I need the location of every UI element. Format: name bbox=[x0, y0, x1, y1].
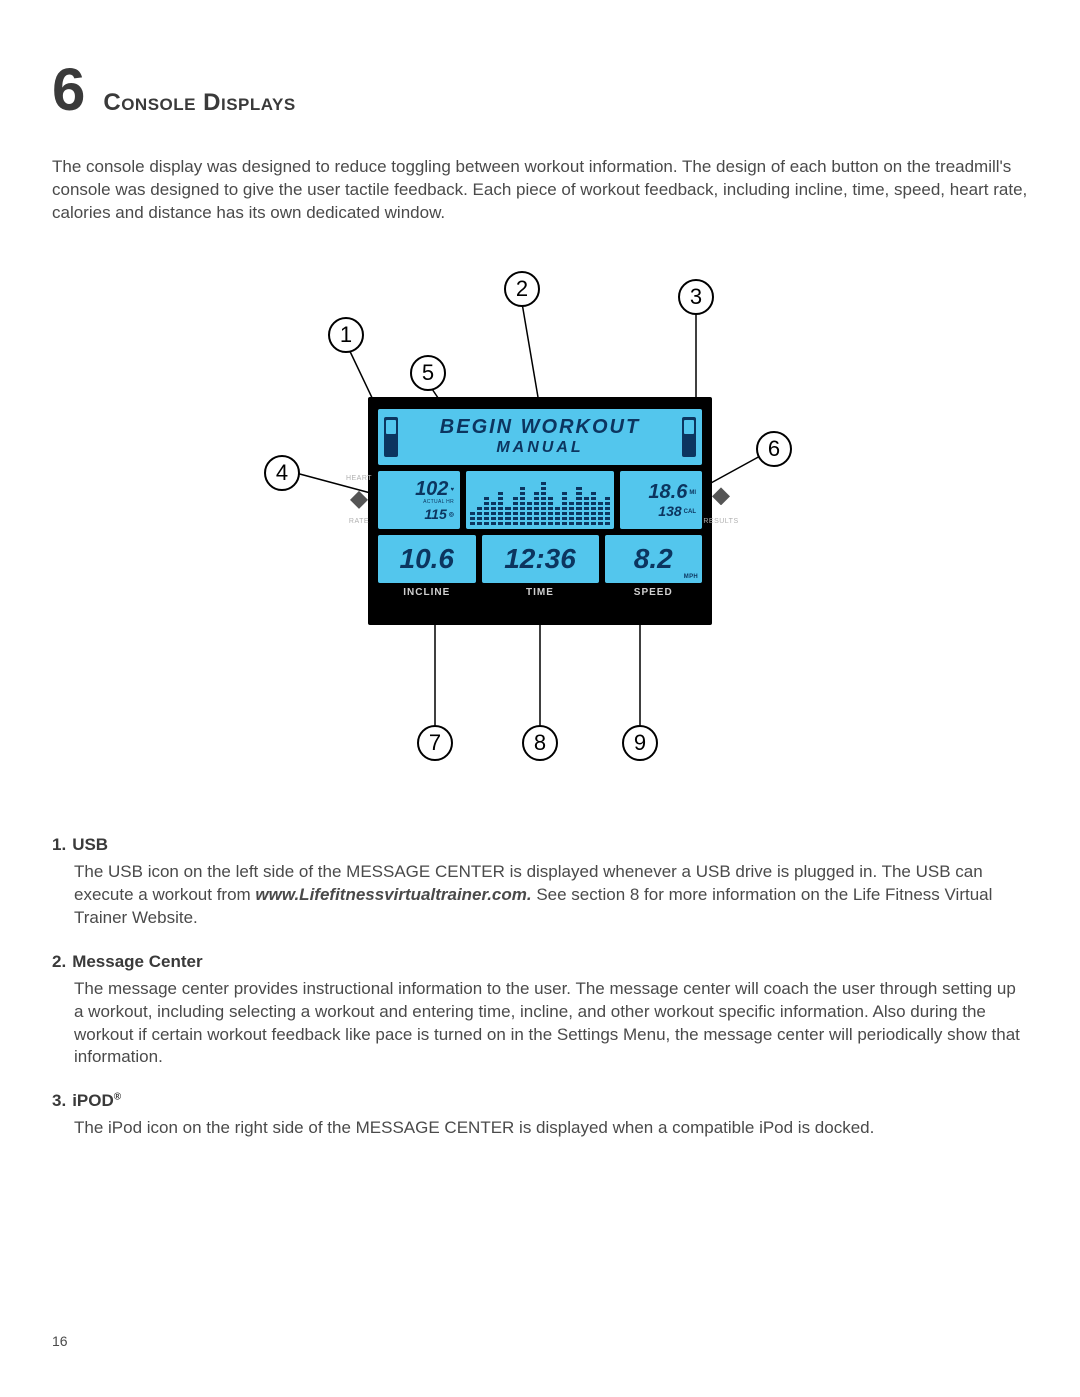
callout-3: 3 bbox=[678, 279, 714, 315]
callout-7: 7 bbox=[417, 725, 453, 761]
def-item-usb: 1. USB The USB icon on the left side of … bbox=[52, 835, 1028, 930]
def-body: The iPod icon on the right side of the M… bbox=[52, 1117, 1028, 1140]
intro-paragraph: The console display was designed to redu… bbox=[52, 156, 1028, 225]
heart-rate-side-label: HEART RATE bbox=[344, 471, 374, 529]
def-title: USB bbox=[72, 835, 108, 855]
time-window: 12:36 bbox=[482, 535, 599, 583]
callout-6: 6 bbox=[756, 431, 792, 467]
results-flag-icon bbox=[712, 487, 730, 505]
def-title: iPOD® bbox=[72, 1091, 121, 1111]
def-item-message-center: 2. Message Center The message center pro… bbox=[52, 952, 1028, 1070]
console-diagram: USB BEGIN WORKOUT MANUAL iPOD HEART RATE… bbox=[260, 265, 820, 795]
incline-label: INCLINE bbox=[378, 587, 476, 598]
speed-window: 8.2MPH bbox=[605, 535, 703, 583]
hand-heart-icon bbox=[350, 491, 368, 509]
message-center-line2: MANUAL bbox=[496, 439, 583, 457]
usb-icon: USB bbox=[384, 417, 398, 457]
page-number: 16 bbox=[52, 1333, 68, 1349]
section-header: 6 Console Displays bbox=[52, 60, 1028, 120]
def-body: The USB icon on the left side of the MES… bbox=[52, 861, 1028, 930]
speed-label: SPEED bbox=[605, 587, 703, 598]
workout-profile-chart bbox=[466, 471, 614, 529]
section-number: 6 bbox=[52, 60, 85, 120]
callout-9: 9 bbox=[622, 725, 658, 761]
time-label: TIME bbox=[482, 587, 599, 598]
callout-5: 5 bbox=[410, 355, 446, 391]
def-title: Message Center bbox=[72, 952, 202, 972]
message-center-line1: BEGIN WORKOUT bbox=[440, 416, 640, 439]
results-window: 18.6MI 138CAL bbox=[620, 471, 702, 529]
callout-8: 8 bbox=[522, 725, 558, 761]
callout-2: 2 bbox=[504, 271, 540, 307]
callout-4: 4 bbox=[264, 455, 300, 491]
ipod-icon: iPOD bbox=[682, 417, 696, 457]
def-item-ipod: 3. iPOD® The iPod icon on the right side… bbox=[52, 1091, 1028, 1140]
incline-window: 10.6 bbox=[378, 535, 476, 583]
def-body: The message center provides instructiona… bbox=[52, 978, 1028, 1070]
results-side-label: RESULTS bbox=[706, 471, 736, 529]
def-num: 1. bbox=[52, 835, 66, 855]
definitions-list: 1. USB The USB icon on the left side of … bbox=[52, 835, 1028, 1141]
def-num: 3. bbox=[52, 1091, 66, 1111]
message-center-window: USB BEGIN WORKOUT MANUAL iPOD bbox=[378, 409, 702, 465]
callout-1: 1 bbox=[328, 317, 364, 353]
heart-rate-window: 102♥ ACTUAL HR 115◎ bbox=[378, 471, 460, 529]
section-title: Console Displays bbox=[103, 89, 295, 117]
bottom-labels: INCLINE TIME SPEED bbox=[378, 587, 702, 598]
def-num: 2. bbox=[52, 952, 66, 972]
console-panel: USB BEGIN WORKOUT MANUAL iPOD HEART RATE… bbox=[368, 397, 712, 625]
